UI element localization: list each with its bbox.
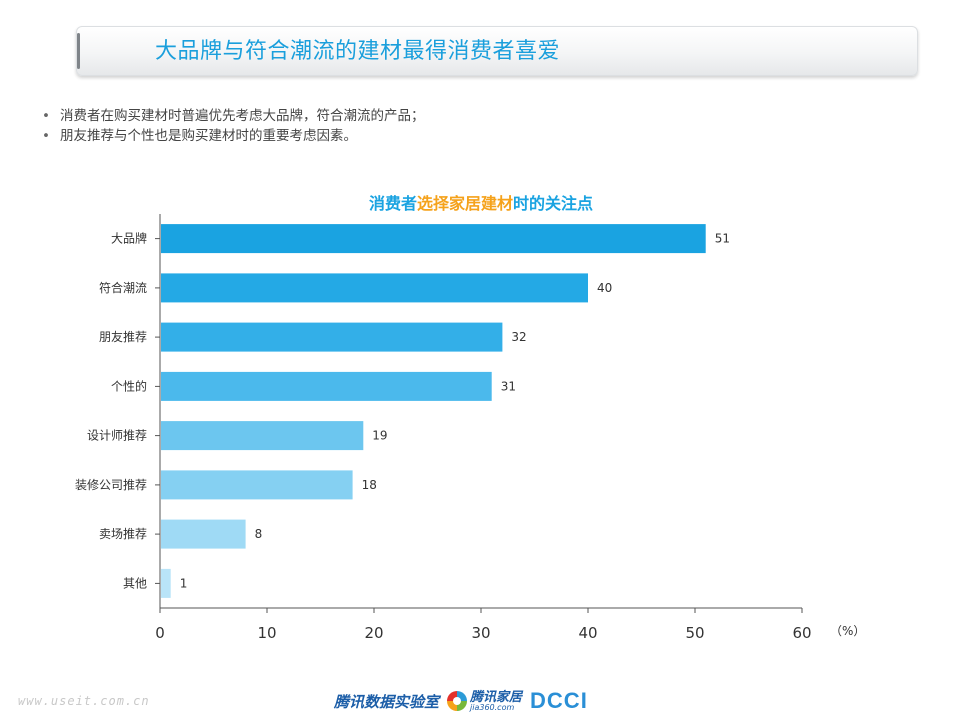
category-label: 卖场推荐 — [99, 527, 147, 541]
data-label: 40 — [597, 281, 612, 295]
data-label: 1 — [180, 576, 188, 590]
chart-title-part: 选择家居建材 — [416, 194, 513, 213]
data-label: 8 — [255, 527, 263, 541]
chart-title-part: 消费者 — [368, 194, 417, 213]
bar — [161, 224, 706, 254]
x-tick-label: 50 — [685, 624, 704, 642]
category-label: 大品牌 — [111, 232, 147, 246]
watermark: www.useit.com.cn — [18, 694, 150, 708]
chart-title-part: 时的关注点 — [513, 194, 594, 213]
jia-logo-cn: 腾讯家居 — [470, 689, 523, 705]
chart-title: 消费者选择家居建材时的关注点 — [160, 193, 802, 215]
category-label: 其他 — [123, 576, 147, 590]
page-title: 大品牌与符合潮流的建材最得消费者喜爱 — [155, 39, 561, 64]
bar — [161, 421, 364, 451]
category-label: 符合潮流 — [99, 280, 147, 295]
category-label: 个性的 — [111, 378, 147, 393]
category-label: 朋友推荐 — [99, 330, 147, 344]
bar — [161, 371, 492, 401]
data-label: 19 — [372, 429, 387, 443]
x-tick-label: 60 — [792, 624, 811, 642]
dcci-logo: DCCI — [530, 688, 588, 713]
tencent-lab-logo: 腾讯数据实验室 — [334, 692, 440, 711]
title-bar: 大品牌与符合潮流的建材最得消费者喜爱 — [76, 26, 918, 76]
bullet-item: 朋友推荐与个性也是购买建材时的重要考虑因素。 — [40, 126, 900, 146]
category-label: 装修公司推荐 — [75, 477, 147, 492]
bar — [161, 322, 503, 352]
bar — [161, 519, 246, 549]
bar — [161, 568, 171, 598]
bullet-item: 消费者在购买建材时普遍优先考虑大品牌，符合潮流的产品； — [40, 106, 900, 126]
jia-logo-en: jia360.com — [470, 702, 515, 712]
category-label: 设计师推荐 — [87, 429, 147, 443]
jia-logo-icon — [447, 691, 468, 711]
tencent-jia-logo: 腾讯家居 jia360.com — [447, 691, 522, 712]
data-label: 31 — [501, 379, 516, 393]
bar — [161, 273, 588, 303]
x-tick-label: 20 — [364, 624, 383, 642]
x-tick-label: 40 — [578, 624, 597, 642]
bullet-list: 消费者在购买建材时普遍优先考虑大品牌，符合潮流的产品； 朋友推荐与个性也是购买建… — [40, 106, 900, 146]
data-label: 32 — [511, 330, 526, 344]
x-unit-label: （%） — [830, 624, 865, 638]
data-label: 18 — [362, 478, 377, 492]
data-label: 51 — [715, 232, 730, 246]
x-tick-label: 10 — [257, 624, 276, 642]
x-tick-label: 30 — [471, 624, 490, 642]
bar — [161, 470, 353, 500]
footer-logos: 腾讯数据实验室 腾讯家居 jia360.com DCCI — [334, 686, 588, 716]
x-tick-label: 0 — [155, 624, 165, 642]
